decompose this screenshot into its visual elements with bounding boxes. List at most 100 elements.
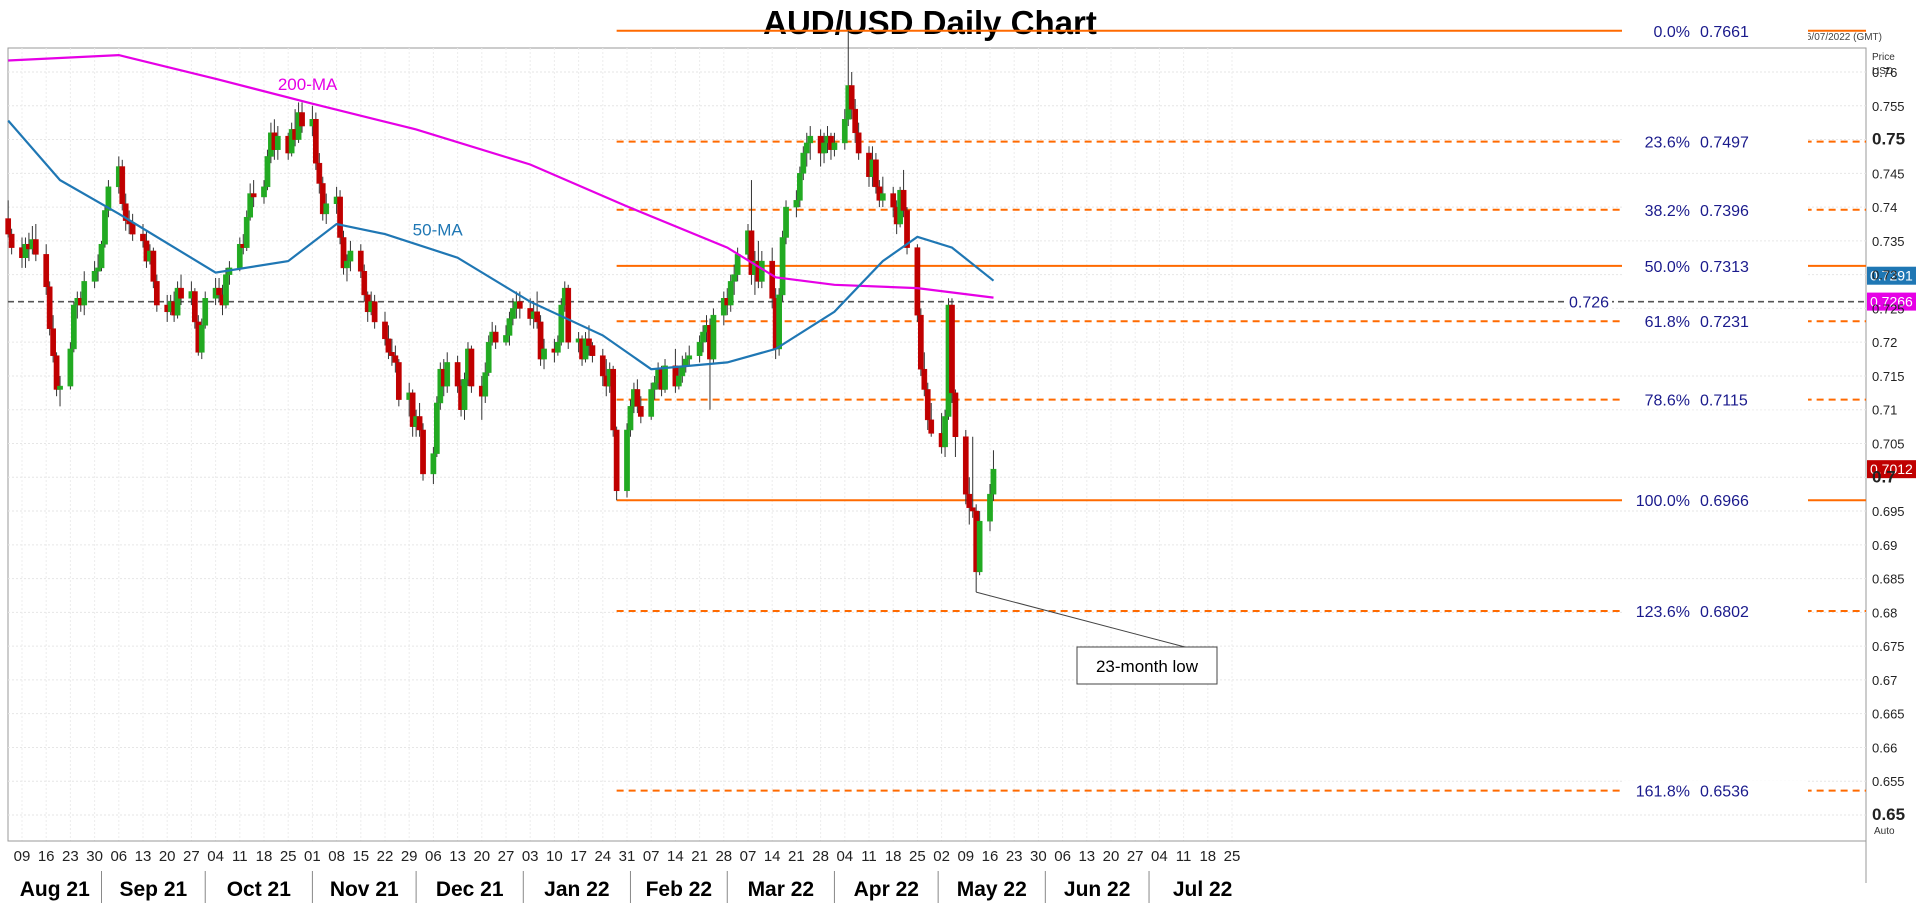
candle-up <box>223 274 229 306</box>
candle-up <box>105 186 112 211</box>
x-tick-label: 04 <box>207 848 224 865</box>
candle-down <box>855 132 862 154</box>
fib-value-label: 0.7231 <box>1700 314 1749 331</box>
candle-down <box>122 203 129 221</box>
x-tick-label: 07 <box>740 848 757 865</box>
fib-percent-label: 50.0% <box>1645 259 1690 276</box>
x-tick-label: 13 <box>449 848 466 865</box>
gridlines <box>8 48 1866 841</box>
fib-value-label: 0.6802 <box>1700 604 1749 621</box>
fib-value-label: 0.6536 <box>1700 784 1749 801</box>
x-tick-label: 20 <box>1103 848 1120 865</box>
month-label: Jan 22 <box>544 878 609 901</box>
candle-down <box>492 331 499 343</box>
x-tick-label: 25 <box>1224 848 1241 865</box>
candle-up <box>344 260 350 269</box>
candle-down <box>216 287 222 296</box>
y-tick-label: 0.71 <box>1872 403 1897 418</box>
current-price-label: 0.7012 <box>1870 461 1913 477</box>
candle-up <box>288 129 295 154</box>
candle-down <box>904 210 910 248</box>
x-tick-label: 21 <box>788 848 805 865</box>
candle-up <box>841 119 848 144</box>
price-axis-label: Price <box>1872 52 1895 63</box>
x-tick-label: 02 <box>933 848 950 865</box>
candle-up <box>510 308 516 319</box>
candle-up <box>831 142 838 150</box>
candle-down <box>409 392 416 427</box>
x-tick-label: 27 <box>1127 848 1144 865</box>
fib-percent-label: 100.0% <box>1636 493 1690 510</box>
reference-label-bg <box>1566 291 1612 312</box>
x-tick-label: 30 <box>1030 848 1047 865</box>
candle-down <box>8 233 15 248</box>
candle-down <box>890 193 897 208</box>
x-tick-label: 06 <box>110 848 127 865</box>
x-tick-label: 18 <box>885 848 902 865</box>
candle-up <box>247 193 254 218</box>
candle-up <box>987 493 993 522</box>
candle-down <box>949 304 955 394</box>
candle-down <box>921 368 928 390</box>
fibonacci-levels: 0.0% 0.7661 23.6% 0.7497 38.2% 0.7396 50.0% 0.7… <box>8 20 1866 801</box>
x-tick-label: 14 <box>667 848 684 865</box>
x-tick-label: 15 <box>352 848 369 865</box>
x-tick-label: 01 <box>304 848 321 865</box>
x-tick-label: 08 <box>328 848 345 865</box>
candle-down <box>192 291 198 323</box>
candle-down <box>468 348 475 387</box>
candle-up <box>976 520 983 573</box>
x-tick-label: 13 <box>135 848 152 865</box>
fib-label-bg <box>1622 255 1808 276</box>
x-tick-label: 28 <box>812 848 829 865</box>
x-tick-label: 25 <box>909 848 926 865</box>
candle-down <box>914 247 921 316</box>
candle-down <box>565 287 572 343</box>
candle-down <box>361 271 368 296</box>
candle-down <box>43 254 50 288</box>
month-label: Aug 21 <box>20 878 90 901</box>
candle-down <box>129 223 136 235</box>
candle-down <box>299 112 305 127</box>
candle-up <box>700 331 706 343</box>
ma-price-tag <box>1867 266 1916 285</box>
price-axis: Price USD Auto 0.76 0.755 0.75 0.745 0.74 0.7… <box>1872 52 1905 837</box>
x-tick-label: 27 <box>498 848 515 865</box>
candle-down <box>586 338 592 346</box>
candlesticks <box>5 30 997 593</box>
fib-value-label: 0.7661 <box>1700 24 1749 41</box>
annotation: 23-month low <box>976 591 1218 685</box>
candle-up <box>807 135 814 144</box>
y-tick-label: 0.705 <box>1872 437 1905 452</box>
x-tick-label: 11 <box>861 848 877 865</box>
fib-percent-label: 0.0% <box>1654 24 1690 41</box>
fib-label-bg <box>1622 601 1808 622</box>
y-tick-label: 0.695 <box>1872 504 1905 519</box>
candle-up <box>879 193 886 201</box>
fib-value-label: 0.7396 <box>1700 203 1749 220</box>
y-tick-label: 0.72 <box>1872 335 1897 350</box>
candle-up <box>648 389 655 417</box>
candle-up <box>243 216 250 248</box>
candle-up <box>71 304 77 350</box>
candle-down <box>392 355 399 363</box>
candle-up <box>198 325 205 353</box>
candle-down <box>340 237 347 269</box>
candle-up <box>797 173 803 201</box>
candle-up <box>651 382 658 390</box>
date-range: 05/08/2021 - 26/07/2022 (GMT) <box>1741 32 1882 43</box>
x-tick-label: 06 <box>425 848 442 865</box>
candle-down <box>928 419 935 434</box>
x-tick-label: 16 <box>982 848 999 865</box>
candle-down <box>589 345 596 356</box>
month-label: Dec 21 <box>436 878 504 901</box>
candle-down <box>613 429 620 492</box>
y-tick-label: 0.7 <box>1872 467 1896 486</box>
candle-up <box>67 348 74 387</box>
candle-up <box>682 358 689 367</box>
candle-up <box>758 260 765 282</box>
fib-label-bg <box>1622 311 1808 332</box>
ma-line-50-MA <box>7 119 995 371</box>
month-label: Sep 21 <box>120 878 188 901</box>
fib-percent-label: 78.6% <box>1645 393 1690 410</box>
